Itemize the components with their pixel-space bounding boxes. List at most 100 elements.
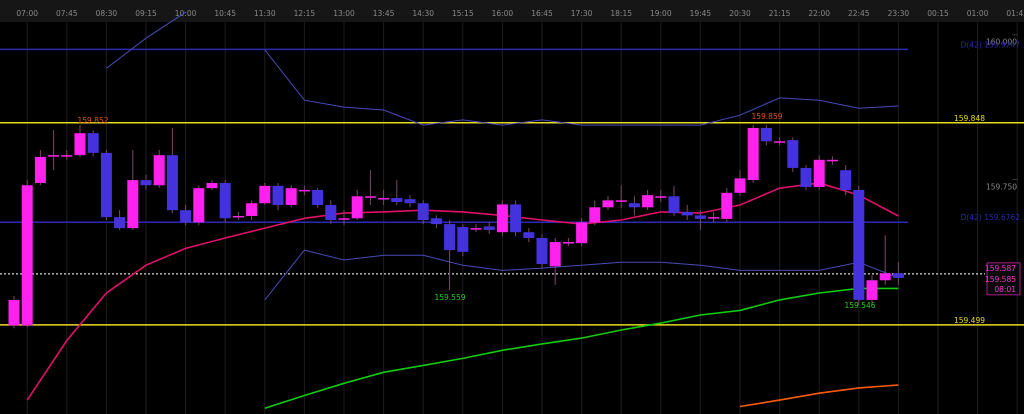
candle-body (180, 210, 192, 223)
x-tick-label: 01:00 (967, 9, 989, 18)
candle-body (21, 185, 33, 326)
x-tick-label: 20:30 (729, 9, 751, 18)
candle-body (298, 189, 310, 192)
candle-body (642, 195, 654, 208)
indicator-line (264, 249, 899, 301)
level-label: 159.848 (954, 114, 985, 123)
indicator-line (106, 11, 186, 69)
candle-body (127, 180, 139, 229)
candle-body (285, 188, 297, 205)
candle-body (681, 211, 693, 216)
x-tick-label: 09:15 (135, 9, 157, 18)
x-tick-label: 00:15 (927, 9, 949, 18)
x-tick-label: 23:30 (888, 9, 910, 18)
candle-body (364, 196, 376, 198)
candle-body (879, 273, 891, 281)
candle-body (655, 196, 667, 198)
candle-body (734, 178, 746, 193)
level-label: D(42) 159.6762 (961, 213, 1021, 222)
indicator-line (739, 384, 899, 408)
candle-body (483, 226, 495, 230)
candle-body (74, 133, 86, 156)
candle-body (470, 228, 482, 230)
candle-body (444, 224, 456, 251)
x-tick-label: 18:15 (610, 9, 632, 18)
candle-body (391, 198, 403, 203)
annotation: 159.852 (77, 116, 108, 125)
x-tick-label: 16:00 (492, 9, 514, 18)
candle-body (232, 215, 244, 218)
candle-body (496, 204, 508, 233)
annotation: 159.559 (434, 293, 465, 302)
candle-body (708, 217, 720, 219)
candle-body (166, 155, 178, 211)
candle-body (615, 200, 627, 202)
annotation: 159.546 (844, 301, 875, 310)
annotation: 159.859 (751, 112, 782, 121)
candle-body (246, 203, 258, 216)
indicator-line (26, 182, 899, 401)
x-tick-label: 07:00 (16, 9, 38, 18)
price-tag: 08:01 (994, 285, 1016, 294)
candle-body (140, 180, 152, 186)
candle-body (272, 185, 284, 205)
x-tick-label: 10:45 (214, 9, 236, 18)
candle-body (536, 237, 548, 265)
candle-body (628, 203, 640, 208)
candle-body (193, 188, 205, 223)
candle-body (206, 182, 218, 189)
price-box (986, 262, 1021, 296)
price-tag: 159.585 (985, 275, 1016, 284)
x-tick-label: 11:30 (254, 9, 276, 18)
y-tick-label: 159.750 (986, 182, 1017, 191)
candle-body (549, 242, 561, 267)
indicator-line (264, 287, 899, 409)
candle-body (457, 226, 469, 252)
x-tick-label: 08:30 (96, 9, 118, 18)
y-tick-label: 160.000 (986, 38, 1017, 47)
time-bar (0, 0, 1024, 22)
candle-body (668, 196, 680, 214)
x-tick-label: 13:00 (333, 9, 355, 18)
candle-body (430, 218, 442, 225)
level-label: 159.587 (985, 264, 1016, 273)
candle-body (589, 207, 601, 223)
candle-body (312, 189, 324, 205)
candle-body (153, 155, 165, 186)
candle-body (48, 155, 60, 157)
x-tick-label: 15:15 (452, 9, 474, 18)
candle-body (760, 127, 772, 142)
x-tick-label: 10:00 (175, 9, 197, 18)
candle-body (8, 299, 20, 326)
candle-body (378, 198, 390, 200)
candle-body (417, 203, 429, 221)
x-tick-label: 19:00 (650, 9, 672, 18)
candle-body (219, 182, 231, 219)
candle-body (602, 200, 614, 208)
candle-body (510, 204, 522, 233)
level-label: D(42) 159.9747 (961, 40, 1021, 49)
candle-body (840, 170, 852, 190)
candle-body (813, 159, 825, 188)
candle-body (892, 273, 904, 278)
candle-body (61, 155, 73, 157)
candle-body (34, 156, 46, 183)
candle-body (800, 167, 812, 188)
candle-body (826, 159, 838, 162)
candle-body (853, 189, 865, 300)
x-tick-label: 17:30 (571, 9, 593, 18)
x-tick-label: 21:15 (769, 9, 791, 18)
indicator-line (264, 49, 899, 126)
candle-body (523, 232, 535, 238)
candle-body (114, 217, 126, 229)
x-tick-label: 07:45 (56, 9, 78, 18)
x-tick-label: 12:15 (294, 9, 316, 18)
candle-body (576, 222, 588, 244)
x-tick-label: 22:45 (848, 9, 870, 18)
candle-body (747, 127, 759, 181)
x-tick-label: 19:45 (690, 9, 712, 18)
candle-body (87, 133, 99, 153)
x-tick-label: 01:45 (1006, 9, 1024, 18)
x-tick-label: 16:45 (531, 9, 553, 18)
